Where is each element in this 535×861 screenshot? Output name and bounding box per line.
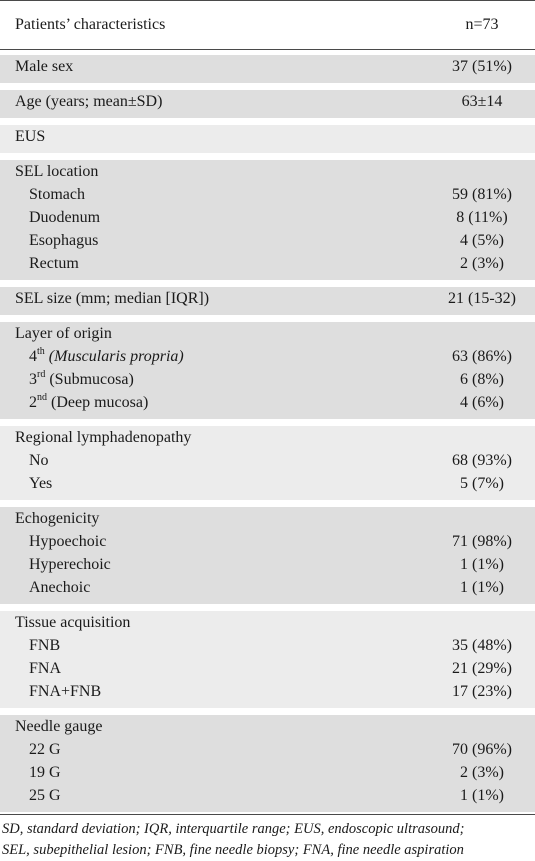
group-label: Tissue acquisition [15,614,131,631]
list-item: Rectum 2 (3%) [0,252,535,275]
item-label: Hyperechoic [29,556,111,573]
item-value: 8 (11%) [456,209,508,226]
footnote-line: SD, standard deviation; IQR, interquarti… [2,821,465,837]
item-label: FNA [29,660,62,677]
item-value: 59 (81%) [452,186,512,203]
list-item: Duodenum 8 (11%) [0,206,535,229]
list-item: Anechoic 1 (1%) [0,576,535,599]
list-item: 22 G 70 (96%) [0,738,535,761]
item-label: No [29,452,49,469]
footnote-line: SEL, subepithelial lesion; FNB, fine nee… [2,842,464,858]
item-label: 25 G [29,787,61,804]
item-value: 17 (23%) [452,683,512,700]
list-item: Hyperechoic 1 (1%) [0,553,535,576]
list-item: 2nd (Deep mucosa) 4 (6%) [0,391,535,414]
row-eus: EUS [0,125,535,155]
item-label: FNB [29,637,61,654]
table-header: Patients’ characteristics n=73 [0,0,535,50]
row-label: Age (years; mean±SD) [15,93,163,110]
group-label: Layer of origin [15,325,112,342]
item-value: 68 (93%) [452,452,512,469]
list-item: No 68 (93%) [0,449,535,472]
item-value: 70 (96%) [452,741,512,758]
group-label: Needle gauge [15,718,103,735]
list-item: FNA 21 (29%) [0,657,535,680]
item-value: 2 (3%) [460,255,504,272]
group-tissue-acquisition: Tissue acquisition FNB 35 (48%) FNA 21 (… [0,611,535,710]
item-label: Duodenum [29,209,101,226]
list-item: Stomach 59 (81%) [0,183,535,206]
row-value: 21 (15-32) [448,290,516,307]
table-footnote: SD, standard deviation; IQR, interquarti… [0,814,535,861]
item-value: 35 (48%) [452,637,512,654]
row-male-sex: Male sex 37 (51%) [0,55,535,85]
item-label: 3rd (Submucosa) [29,368,134,388]
list-item: Esophagus 4 (5%) [0,229,535,252]
group-needle-gauge: Needle gauge 22 G 70 (96%) 19 G 2 (3%) 2… [0,715,535,814]
item-label: Stomach [29,186,85,203]
list-item: Yes 5 (7%) [0,472,535,495]
group-label: SEL location [15,163,99,180]
row-label: EUS [15,128,46,145]
item-label: Rectum [29,255,79,272]
row-label: SEL size (mm; median [IQR]) [15,290,210,307]
row-sel-size: SEL size (mm; median [IQR]) 21 (15-32) [0,287,535,317]
group-echogenicity: Echogenicity Hypoechoic 71 (98%) Hyperec… [0,507,535,606]
list-item: 19 G 2 (3%) [0,761,535,784]
item-label: 19 G [29,764,61,781]
row-age: Age (years; mean±SD) 63±14 [0,90,535,120]
item-value: 1 (1%) [460,556,504,573]
row-value: 37 (51%) [452,58,512,75]
item-value: 21 (29%) [452,660,512,677]
list-item: 4th (Muscularis propria) 63 (86%) [0,345,535,368]
group-label: Regional lymphadenopathy [15,429,192,446]
item-label: FNA+FNB [29,683,102,700]
item-label: Hypoechoic [29,533,107,550]
item-value: 1 (1%) [460,787,504,804]
item-value: 71 (98%) [452,533,512,550]
row-label: Male sex [15,58,74,75]
item-value: 2 (3%) [460,764,504,781]
group-regional-lymphadenopathy: Regional lymphadenopathy No 68 (93%) Yes… [0,426,535,502]
group-label: Echogenicity [15,510,100,527]
item-label: 4th (Muscularis propria) [29,345,184,365]
item-value: 63 (86%) [452,348,512,365]
item-label: 22 G [29,741,61,758]
item-label: Yes [29,475,53,492]
list-item: 3rd (Submucosa) 6 (8%) [0,368,535,391]
item-value: 1 (1%) [460,579,504,596]
list-item: 25 G 1 (1%) [0,784,535,807]
list-item: FNA+FNB 17 (23%) [0,680,535,703]
item-value: 4 (6%) [460,394,504,411]
item-label: 2nd (Deep mucosa) [29,391,149,411]
item-label: Anechoic [29,579,91,596]
item-value: 6 (8%) [460,371,504,388]
list-item: Hypoechoic 71 (98%) [0,530,535,553]
header-value: n=73 [465,16,499,33]
item-value: 5 (7%) [460,475,504,492]
list-item: FNB 35 (48%) [0,634,535,657]
header-label: Patients’ characteristics [15,16,166,33]
group-sel-location: SEL location Stomach 59 (81%) Duodenum 8… [0,160,535,282]
group-layer-of-origin: Layer of origin 4th (Muscularis propria)… [0,322,535,421]
item-label: Esophagus [29,232,99,249]
row-value: 63±14 [461,93,503,110]
item-value: 4 (5%) [460,232,504,249]
